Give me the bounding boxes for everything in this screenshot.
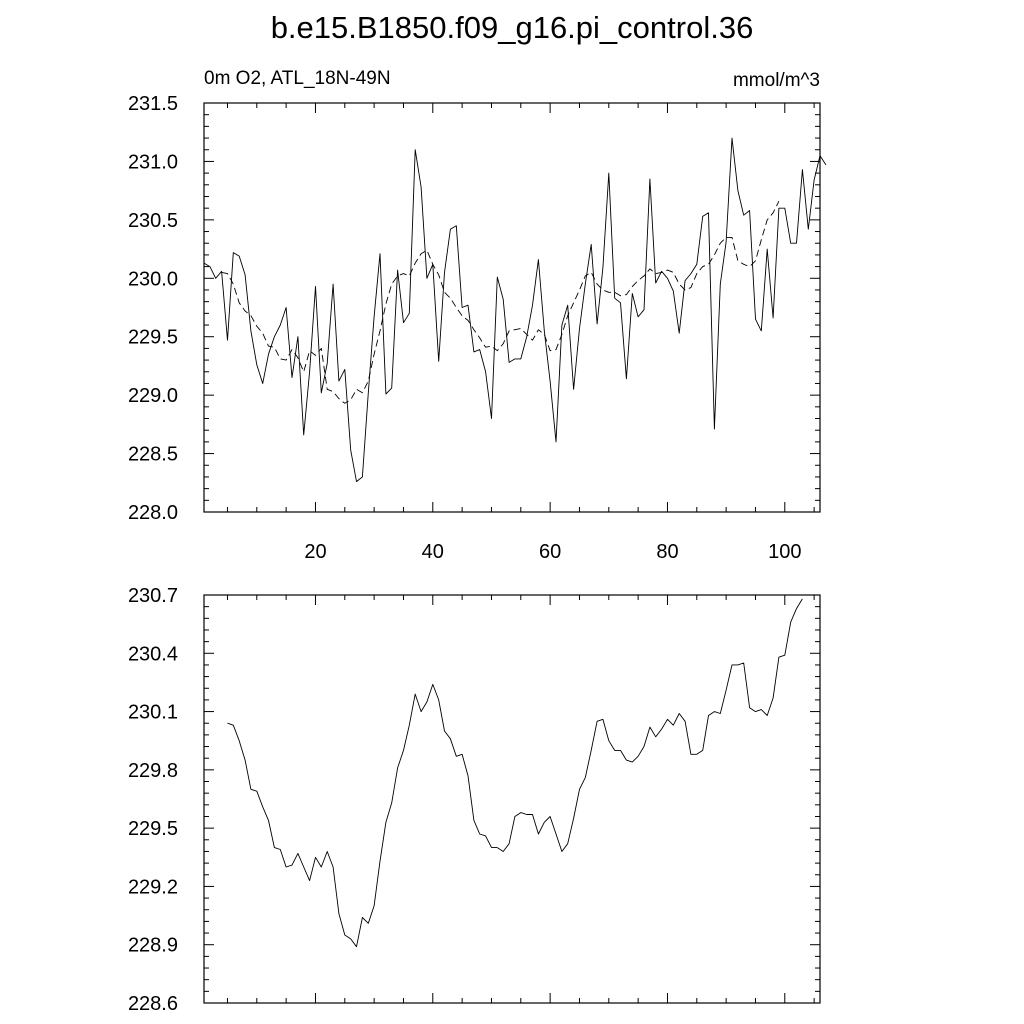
top-panel-series bbox=[203, 137, 827, 483]
bottom-panel-axes: 228.6 228.9 229.2 229.5 229.8 230.1 230.4 230.7 bbox=[128, 585, 821, 1015]
top-y-tick-label: 231.5 bbox=[128, 93, 178, 115]
top-panel-axes: 228.0 228.5 229.0 229.5 230.0 230.5 231.0 231.5… bbox=[128, 93, 821, 563]
top-x-tick-label: 100 bbox=[768, 541, 801, 563]
top-panel: 0m O2, ATL_18N-49N mmol/m^3 228.0228.522… bbox=[128, 68, 827, 563]
top-x-tick-label: 20 bbox=[304, 541, 326, 563]
top-y-tick-label: 228.0 bbox=[128, 502, 178, 524]
bottom-plot-frame bbox=[203, 594, 821, 1004]
bottom-y-tick-label: 228.9 bbox=[128, 935, 178, 957]
figure-title: b.e15.B1850.f09_g16.pi_control.36 bbox=[271, 10, 754, 45]
top-panel-units-label: mmol/m^3 bbox=[733, 70, 820, 91]
top-panel-left-label: 0m O2, ATL_18N-49N bbox=[204, 68, 391, 89]
top-y-tick-label: 231.0 bbox=[128, 151, 178, 173]
top-y-tick-label: 229.5 bbox=[128, 327, 178, 349]
top-y-tick-label: 230.0 bbox=[128, 268, 178, 290]
top-plot-frame bbox=[203, 102, 821, 513]
bottom-y-tick-label: 228.6 bbox=[128, 993, 178, 1015]
top-y-tick-label: 228.5 bbox=[128, 444, 178, 466]
top-y-tick-label: 230.5 bbox=[128, 210, 178, 232]
bottom-y-tick-label: 229.8 bbox=[128, 760, 178, 782]
top-series-dashed-line bbox=[221, 200, 780, 404]
top-y-tick-label: 229.0 bbox=[128, 385, 178, 407]
top-x-tick-label: 80 bbox=[656, 541, 678, 563]
bottom-panel: 228.6 228.9 229.2 229.5 229.8 230.1 230.4 230.7 bbox=[128, 585, 821, 1015]
bottom-y-tick-label: 230.7 bbox=[128, 585, 178, 607]
bottom-y-tick-label: 230.4 bbox=[128, 643, 178, 665]
bottom-y-tick-label: 229.5 bbox=[128, 818, 178, 840]
bottom-y-tick-label: 230.1 bbox=[128, 702, 178, 724]
bottom-y-tick-label: 229.2 bbox=[128, 876, 178, 898]
top-x-tick-label: 60 bbox=[539, 541, 561, 563]
top-series-solid-line bbox=[203, 137, 827, 483]
top-x-tick-label: 40 bbox=[422, 541, 444, 563]
bottom-panel-series bbox=[227, 598, 803, 948]
bottom-series-solid-line bbox=[227, 598, 803, 948]
